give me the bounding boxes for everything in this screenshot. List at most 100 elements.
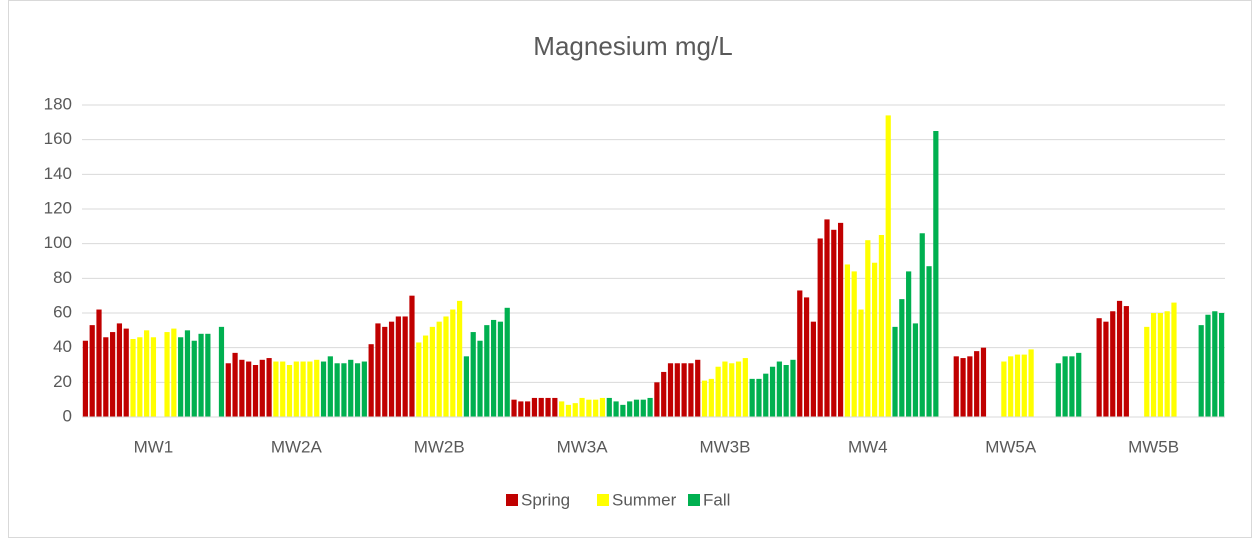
bar [640, 399, 646, 417]
x-tick-label: MW1 [134, 437, 174, 456]
bar [1096, 318, 1102, 417]
bar [307, 361, 313, 417]
x-tick-label: MW3A [557, 437, 609, 456]
y-tick-label: 0 [63, 406, 72, 425]
legend-swatch [506, 494, 518, 506]
bar [701, 380, 708, 417]
bar [150, 337, 157, 417]
bar [715, 366, 721, 417]
y-tick-label: 60 [53, 302, 72, 321]
bar [599, 397, 606, 417]
bar [504, 307, 510, 417]
bar [103, 337, 109, 417]
chart-border [8, 0, 1252, 538]
bar [1164, 311, 1170, 417]
bar [538, 397, 544, 417]
bar [375, 323, 381, 417]
bar [722, 361, 728, 417]
bar [259, 359, 265, 417]
bar [1205, 314, 1211, 417]
bar [919, 233, 925, 417]
bar [341, 363, 347, 417]
bar [593, 399, 599, 417]
bar [470, 332, 476, 417]
bar [96, 309, 102, 417]
chart-title: Magnesium mg/L [533, 31, 732, 61]
bar [178, 337, 184, 417]
y-tick-label: 140 [44, 164, 72, 183]
bar [1144, 326, 1150, 417]
bar [851, 271, 857, 417]
bar [742, 358, 748, 417]
bar [1021, 354, 1027, 417]
bar [565, 404, 572, 417]
bar [960, 358, 966, 417]
bar [620, 404, 626, 417]
bar [708, 378, 714, 417]
bar [225, 363, 231, 417]
bar [402, 316, 408, 417]
bar [858, 309, 864, 417]
bar [334, 363, 340, 417]
bar [416, 342, 422, 417]
bar [368, 344, 374, 417]
bar [783, 365, 789, 417]
bar [1218, 313, 1225, 417]
bar [1198, 325, 1204, 417]
bar [1150, 313, 1157, 417]
bar [824, 219, 830, 417]
bar [1055, 363, 1061, 417]
bar [218, 326, 225, 417]
bar [1001, 361, 1007, 417]
bar [695, 359, 701, 417]
bar [572, 403, 578, 417]
bar [627, 401, 633, 417]
bar [1014, 354, 1021, 417]
bar [477, 340, 483, 417]
legend-swatch [688, 494, 700, 506]
bar [817, 238, 823, 417]
bar [1028, 349, 1034, 417]
bar [892, 326, 898, 417]
bar [974, 351, 980, 417]
bar [443, 316, 449, 417]
bar [232, 352, 238, 417]
bar [123, 328, 129, 417]
bar [116, 323, 123, 417]
bar [647, 397, 653, 417]
y-tick-label: 100 [44, 233, 72, 252]
bar [980, 347, 987, 417]
bar [735, 361, 742, 417]
bar [246, 361, 252, 417]
bar [579, 397, 585, 417]
bar [1008, 356, 1014, 417]
y-tick-label: 80 [53, 268, 72, 287]
bar [422, 335, 429, 417]
bar [89, 325, 95, 417]
bar [953, 356, 959, 417]
bar [429, 326, 435, 417]
bar [688, 363, 694, 417]
bar [531, 397, 538, 417]
bar [797, 290, 803, 417]
bar [525, 401, 531, 417]
bar [293, 361, 299, 417]
bar [790, 359, 796, 417]
bar [1062, 356, 1068, 417]
bar [198, 333, 204, 417]
bar [239, 359, 245, 417]
bar [545, 397, 551, 417]
y-tick-label: 20 [53, 372, 72, 391]
bar [273, 361, 279, 417]
bar [763, 373, 769, 417]
bar [803, 297, 810, 417]
bar [885, 115, 891, 418]
bar [878, 235, 885, 417]
bar [756, 378, 762, 417]
bar [300, 361, 306, 417]
bar [1212, 311, 1218, 417]
bar [511, 399, 517, 417]
bar [667, 363, 674, 417]
bar [912, 323, 919, 417]
bar [144, 330, 150, 417]
